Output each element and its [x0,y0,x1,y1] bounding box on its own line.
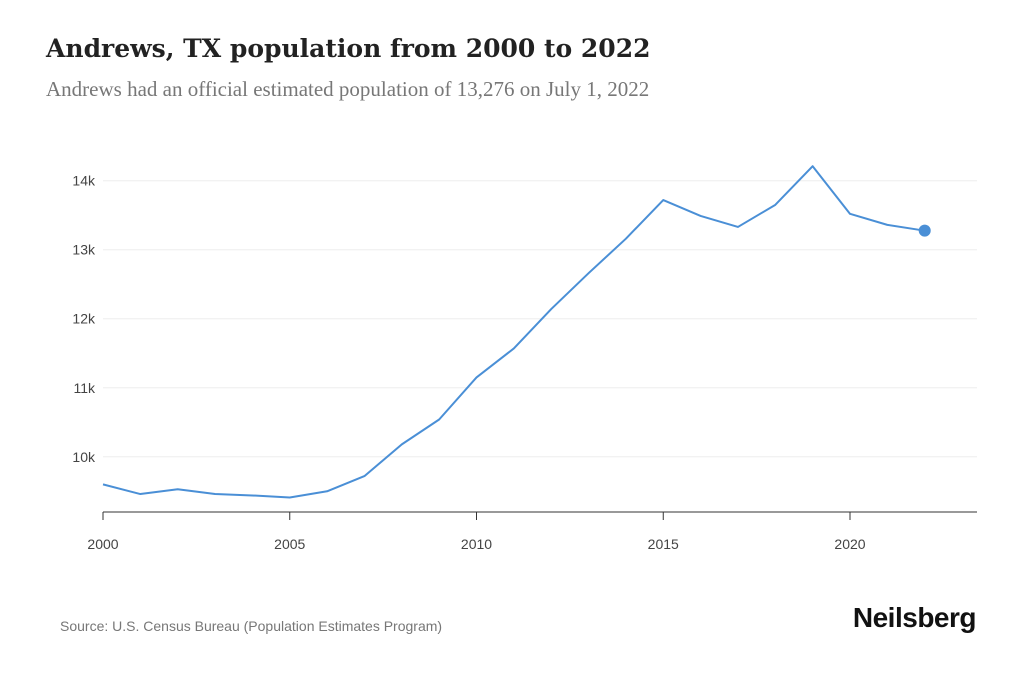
data-points [918,224,931,237]
x-tick-label: 2015 [648,536,679,552]
y-tick-label: 11k [73,380,96,396]
x-axis-ticks: 2000 2005 2010 2015 2020 [87,512,866,552]
y-tick-label: 12k [72,311,96,327]
x-tick-label: 2005 [274,536,305,552]
data-point-latest [918,224,931,237]
y-tick-label: 13k [72,242,96,258]
y-axis-ticks: 10k 11k 12k 13k 14k [72,173,96,465]
x-tick-label: 2010 [461,536,492,552]
x-tick-label: 2000 [87,536,118,552]
y-tick-label: 14k [72,173,96,189]
x-tick-label: 2020 [834,536,865,552]
gridlines [103,180,977,458]
chart-subtitle: Andrews had an official estimated popula… [46,77,650,101]
brand-logo: Neilsberg [852,602,977,633]
series-line-population [102,165,925,499]
chart-title: Andrews, TX population from 2000 to 2022 [46,34,651,63]
y-tick-label: 10k [72,449,96,465]
source-note: Source: U.S. Census Bureau (Population E… [60,618,443,634]
